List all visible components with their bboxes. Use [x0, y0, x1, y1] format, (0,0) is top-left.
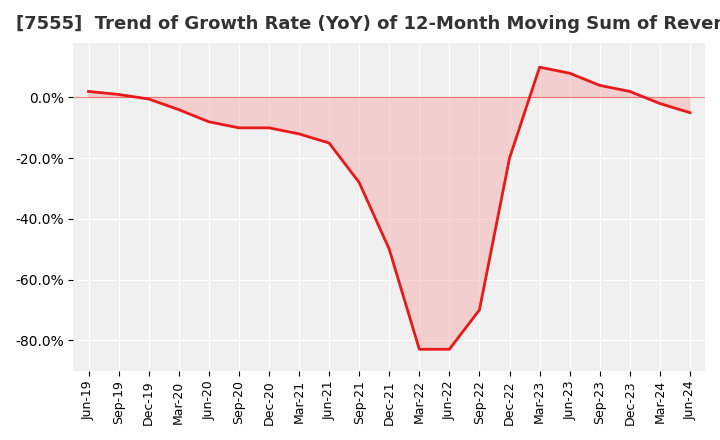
Title: [7555]  Trend of Growth Rate (YoY) of 12-Month Moving Sum of Revenues: [7555] Trend of Growth Rate (YoY) of 12-…	[17, 15, 720, 33]
